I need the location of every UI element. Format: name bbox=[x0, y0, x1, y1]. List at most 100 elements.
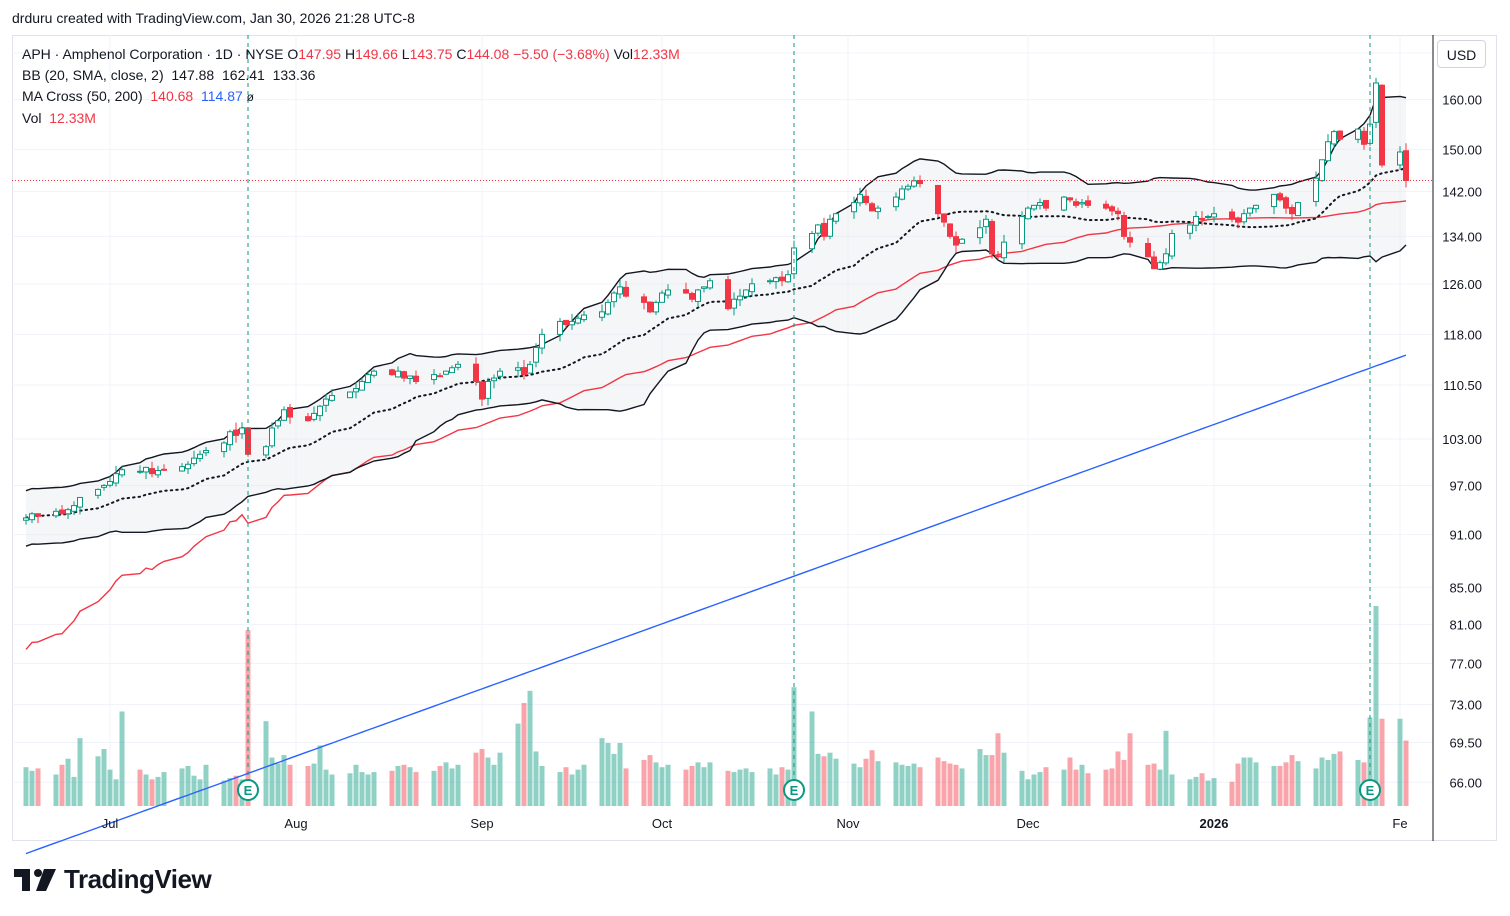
y-tick-label: 126.00 bbox=[1442, 277, 1482, 292]
candle-body bbox=[575, 317, 581, 324]
candle-body bbox=[317, 405, 323, 417]
volume-bar bbox=[197, 779, 203, 806]
volume-bar bbox=[137, 769, 143, 806]
candle-body bbox=[407, 375, 413, 379]
volume-bar bbox=[893, 762, 899, 806]
candle-body bbox=[1157, 262, 1163, 270]
legend-vol-row-label[interactable]: Vol bbox=[22, 110, 42, 126]
candle-body bbox=[527, 363, 533, 374]
chart-attribution: drduru created with TradingView.com, Jan… bbox=[12, 10, 415, 26]
x-tick-label: Aug bbox=[284, 816, 307, 831]
volume-bar bbox=[935, 757, 941, 806]
volume-bar bbox=[1289, 755, 1295, 806]
volume-bar bbox=[269, 757, 275, 806]
candle-body bbox=[1271, 193, 1277, 208]
volume-bar bbox=[221, 780, 227, 806]
bollinger-bands bbox=[25, 95, 1407, 547]
candle-body bbox=[749, 283, 755, 293]
legend-bb-lower: 133.36 bbox=[272, 67, 316, 83]
volume-bar bbox=[1355, 759, 1361, 806]
candle-body bbox=[1229, 211, 1235, 220]
volume-bar bbox=[857, 767, 863, 806]
legend-ma-row[interactable]: MA Cross (50, 200) 140.68 114.87 ø bbox=[22, 86, 680, 108]
volume-bar bbox=[737, 769, 743, 806]
candle-body bbox=[785, 274, 791, 283]
x-tick-label: Sep bbox=[470, 816, 493, 831]
volume-bar bbox=[65, 758, 71, 806]
legend-bb-row[interactable]: BB (20, SMA, close, 2) 147.88 162.41 133… bbox=[22, 65, 680, 86]
candle-body bbox=[869, 203, 875, 212]
volume-bar bbox=[1103, 769, 1109, 806]
volume-bar bbox=[773, 774, 779, 806]
eye-off-icon[interactable]: ø bbox=[246, 90, 255, 104]
candle-body bbox=[851, 202, 857, 213]
candle-body bbox=[989, 221, 995, 255]
volume-bar bbox=[653, 762, 659, 806]
volume-bar bbox=[437, 766, 443, 806]
legend-symbol-row[interactable]: APH · Amphenol Corporation · 1D · NYSE O… bbox=[22, 44, 680, 65]
candle-body bbox=[917, 179, 923, 185]
volume-bar bbox=[905, 766, 911, 806]
candle-body bbox=[857, 193, 863, 204]
candle-body bbox=[389, 369, 395, 376]
x-tick-label: Fe bbox=[1392, 816, 1407, 831]
candle-body bbox=[1283, 197, 1289, 209]
volume-bar bbox=[113, 779, 119, 806]
legend-bb-label[interactable]: BB (20, SMA, close, 2) bbox=[22, 67, 164, 83]
candle-body bbox=[1361, 130, 1367, 145]
legend-symbol[interactable]: APH · Amphenol Corporation · 1D · NYSE bbox=[22, 46, 284, 62]
candle-body bbox=[233, 429, 239, 436]
candle-body bbox=[941, 213, 947, 223]
volume-bar bbox=[29, 770, 35, 806]
candle-body bbox=[113, 473, 119, 484]
volume-bar bbox=[1157, 769, 1163, 806]
candle-body bbox=[1241, 213, 1247, 223]
candle-body bbox=[1145, 243, 1151, 258]
volume-bar bbox=[401, 764, 407, 806]
candle-body bbox=[323, 398, 329, 406]
candle-body bbox=[1163, 253, 1169, 264]
volume-bar bbox=[179, 768, 185, 806]
currency-button[interactable]: USD bbox=[1437, 40, 1486, 68]
candle-body bbox=[431, 374, 437, 381]
candle-body bbox=[653, 301, 659, 313]
candle-body bbox=[1127, 237, 1133, 243]
candle-body bbox=[65, 509, 71, 515]
candle-body bbox=[1325, 141, 1331, 162]
volume-bar bbox=[1121, 759, 1127, 806]
volume-bar bbox=[1247, 757, 1253, 806]
legend-ma-label[interactable]: MA Cross (50, 200) bbox=[22, 88, 143, 104]
volume-bar bbox=[1367, 717, 1373, 806]
candle-body bbox=[1313, 177, 1319, 202]
candle-body bbox=[875, 207, 881, 213]
candle-body bbox=[287, 407, 293, 418]
volume-bar bbox=[1283, 762, 1289, 806]
volume-bar bbox=[689, 766, 695, 806]
axes: 170.00160.00150.00142.00134.00126.00118.… bbox=[12, 35, 1482, 841]
legend-vol-row[interactable]: Vol 12.33M bbox=[22, 108, 680, 129]
candle-body bbox=[821, 222, 827, 237]
candle-body bbox=[617, 286, 623, 295]
candle-body bbox=[539, 333, 545, 349]
candle-body bbox=[815, 224, 821, 234]
volume-bar bbox=[1109, 768, 1115, 806]
volume-bar bbox=[533, 751, 539, 806]
volume-bar bbox=[539, 766, 545, 806]
candle-body bbox=[155, 469, 161, 476]
volume-bar bbox=[563, 767, 569, 806]
volume-bar bbox=[491, 764, 497, 806]
y-tick-label: 150.00 bbox=[1442, 142, 1482, 157]
volume-bar bbox=[815, 753, 821, 806]
volume-bar bbox=[1403, 740, 1409, 806]
volume-bar bbox=[185, 766, 191, 806]
volume-bar bbox=[1319, 757, 1325, 806]
volume-bar bbox=[1085, 773, 1091, 806]
volume-bar bbox=[263, 721, 269, 806]
volume-bar bbox=[731, 772, 737, 806]
volume-bar bbox=[515, 723, 521, 806]
candle-body bbox=[275, 420, 281, 427]
legend-vol-row-value: 12.33M bbox=[49, 110, 96, 126]
legend-low-label: L bbox=[401, 46, 410, 62]
volume-bar bbox=[557, 772, 563, 806]
